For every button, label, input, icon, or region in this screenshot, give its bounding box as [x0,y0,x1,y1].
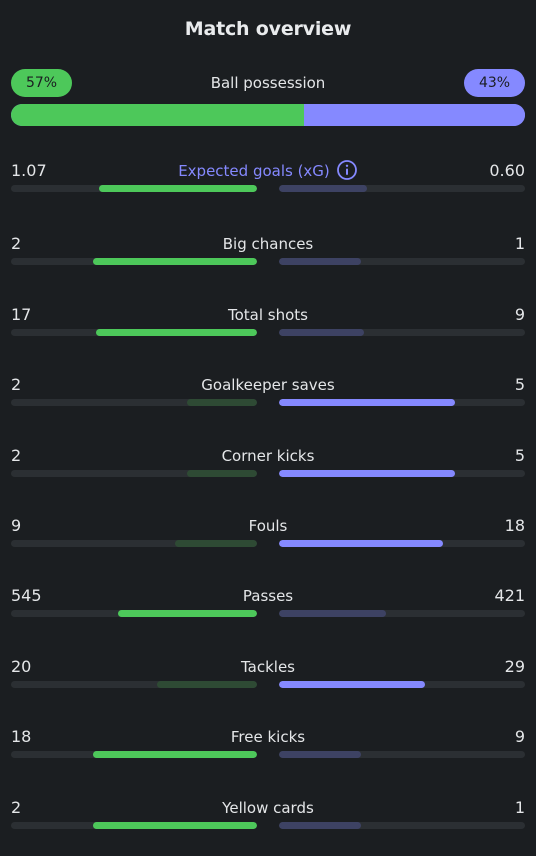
away-bar-fill [279,822,361,829]
home-possession-badge: 57% [11,69,72,97]
stat-row-fouls: 9 Fouls 18 [11,515,525,559]
away-bar-fill [279,470,455,477]
away-value: 1 [514,798,525,817]
home-value: 2 [11,234,22,253]
away-value: 18 [504,516,525,535]
home-bar-fill [93,751,257,758]
home-value: 18 [11,727,32,746]
away-bar-track [279,470,525,477]
home-bar-fill [96,329,257,336]
home-bar-fill [99,185,257,192]
away-bar-track [279,329,525,336]
home-bar-track [11,610,257,617]
stat-label-text: Tackles [240,658,296,676]
away-bar-track [279,185,525,192]
away-value: 5 [514,446,525,465]
home-bar-track [11,681,257,688]
home-bar-fill [186,470,257,477]
home-value: 1.07 [11,161,47,180]
possession-bar-away [303,104,525,126]
away-value: 9 [514,727,525,746]
home-value: 2 [11,375,22,394]
home-bar-fill [93,822,257,829]
home-bar-track [11,258,257,265]
home-bar-fill [186,399,257,406]
stat-label: Yellow cards [11,797,525,819]
away-bar-track [279,681,525,688]
stat-row-expected-goals: 1.07 Expected goals (xG) 0.60 [11,160,525,204]
stat-label: Corner kicks [11,445,525,467]
away-possession-badge: 43% [464,69,525,97]
stat-row-goalkeeper-saves: 2 Goalkeeper saves 5 [11,374,525,418]
away-value: 0.60 [489,161,525,180]
home-value: 545 [11,586,42,605]
possession-bar-home [11,104,304,126]
home-value: 20 [11,657,32,676]
stat-label: Passes [11,585,525,607]
stat-label-text: Expected goals (xG) [178,162,330,180]
info-icon[interactable] [336,159,358,181]
stat-label-text: Fouls [248,517,288,535]
away-bar-fill [279,329,365,336]
away-bar-track [279,399,525,406]
home-value: 2 [11,798,22,817]
home-value: 9 [11,516,22,535]
stat-label-text: Big chances [222,235,314,253]
stat-row-free-kicks: 18 Free kicks 9 [11,726,525,770]
home-bar-track [11,751,257,758]
home-bar-track [11,329,257,336]
home-bar-track [11,399,257,406]
stat-label[interactable]: Expected goals (xG) [11,160,525,182]
stat-label-text: Passes [242,587,294,605]
away-value: 5 [514,375,525,394]
away-bar-fill [279,399,455,406]
away-bar-track [279,540,525,547]
away-bar-track [279,822,525,829]
away-bar-track [279,610,525,617]
home-value: 2 [11,446,22,465]
away-value: 9 [514,305,525,324]
stat-row-corner-kicks: 2 Corner kicks 5 [11,445,525,489]
away-bar-track [279,751,525,758]
home-bar-track [11,470,257,477]
away-bar-fill [279,258,361,265]
away-bar-fill [279,185,368,192]
stat-row-tackles: 20 Tackles 29 [11,656,525,700]
stat-label: Fouls [11,515,525,537]
away-value: 29 [504,657,525,676]
home-bar-track [11,540,257,547]
stat-label: Total shots [11,304,525,326]
stat-label-text: Total shots [228,306,308,324]
home-bar-fill [93,258,257,265]
stat-label-text: Free kicks [230,728,306,746]
stat-label: Goalkeeper saves [11,374,525,396]
stat-label: Big chances [11,233,525,255]
away-bar-fill [279,540,443,547]
ball-possession-row: 57% Ball possession 43% [11,69,525,127]
ball-possession-label: Ball possession [210,74,326,92]
away-bar-fill [279,610,387,617]
stat-row-big-chances: 2 Big chances 1 [11,233,525,277]
page-title: Match overview [184,18,352,40]
away-value: 421 [494,586,525,605]
stat-label: Free kicks [11,726,525,748]
home-bar-fill [175,540,257,547]
stat-row-passes: 545 Passes 421 [11,585,525,629]
possession-bar [11,104,525,126]
stat-label: Tackles [11,656,525,678]
home-bar-track [11,185,257,192]
home-bar-fill [156,681,257,688]
away-bar-fill [279,751,361,758]
stat-label-text: Goalkeeper saves [201,376,335,394]
home-value: 17 [11,305,32,324]
away-bar-fill [279,681,425,688]
away-bar-track [279,258,525,265]
stat-row-yellow-cards: 2 Yellow cards 1 [11,797,525,841]
stat-label-text: Yellow cards [222,799,314,817]
stat-label-text: Corner kicks [221,447,315,465]
home-bar-fill [118,610,257,617]
home-bar-track [11,822,257,829]
away-value: 1 [514,234,525,253]
stat-row-total-shots: 17 Total shots 9 [11,304,525,348]
